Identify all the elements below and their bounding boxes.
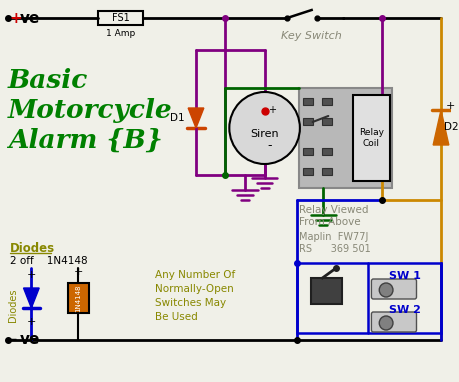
Circle shape — [378, 316, 392, 330]
Text: Motorcycle: Motorcycle — [8, 98, 172, 123]
Text: FS1: FS1 — [112, 13, 129, 23]
Text: Siren: Siren — [250, 129, 278, 139]
Text: +: + — [445, 101, 454, 111]
Text: +: + — [10, 10, 22, 26]
Bar — [352, 95, 389, 181]
Text: Diodes: Diodes — [10, 242, 55, 255]
Polygon shape — [23, 288, 39, 308]
Text: ve: ve — [20, 332, 40, 348]
Text: ve: ve — [20, 10, 40, 26]
Text: Any Number Of: Any Number Of — [155, 270, 235, 280]
Text: Relay Viewed: Relay Viewed — [298, 205, 368, 215]
Bar — [302, 168, 312, 175]
Text: Basic: Basic — [8, 68, 88, 93]
Text: +: + — [27, 317, 36, 327]
Circle shape — [378, 283, 392, 297]
Bar — [297, 263, 440, 333]
Text: Diodes: Diodes — [8, 288, 18, 322]
FancyBboxPatch shape — [370, 279, 415, 299]
Text: SW 2: SW 2 — [388, 305, 420, 315]
Text: RS      369 501: RS 369 501 — [298, 244, 370, 254]
Text: Normally-Open: Normally-Open — [155, 284, 233, 294]
Bar — [310, 278, 341, 304]
Bar — [322, 148, 331, 155]
Text: +: + — [27, 270, 36, 280]
Text: SW 1: SW 1 — [388, 271, 420, 281]
Text: 2 off    1N4148: 2 off 1N4148 — [10, 256, 87, 266]
Text: +: + — [267, 105, 275, 115]
Bar — [302, 118, 312, 125]
Text: Alarm {B}: Alarm {B} — [8, 128, 162, 153]
Circle shape — [229, 92, 299, 164]
Text: Maplin  FW77J: Maplin FW77J — [298, 232, 368, 242]
Text: Relay
Coil: Relay Coil — [358, 128, 383, 148]
Bar — [302, 98, 312, 105]
Text: -: - — [267, 139, 271, 152]
Text: Key Switch: Key Switch — [280, 31, 341, 41]
Polygon shape — [188, 108, 203, 128]
Bar — [322, 168, 331, 175]
Text: Switches May: Switches May — [155, 298, 225, 308]
Bar — [322, 98, 331, 105]
Text: 1 Amp: 1 Amp — [106, 29, 135, 38]
Bar — [322, 118, 331, 125]
FancyBboxPatch shape — [370, 312, 415, 332]
Bar — [298, 88, 391, 188]
Text: 1N4148: 1N4148 — [75, 284, 81, 312]
Text: D1: D1 — [169, 113, 184, 123]
Polygon shape — [432, 110, 448, 145]
Text: Be Used: Be Used — [155, 312, 197, 322]
Text: From Above: From Above — [298, 217, 360, 227]
Text: +: + — [73, 267, 83, 277]
Text: -: - — [10, 331, 17, 349]
Text: D2: D2 — [443, 122, 458, 132]
Bar — [67, 283, 89, 313]
Bar — [98, 11, 143, 25]
Bar — [302, 148, 312, 155]
